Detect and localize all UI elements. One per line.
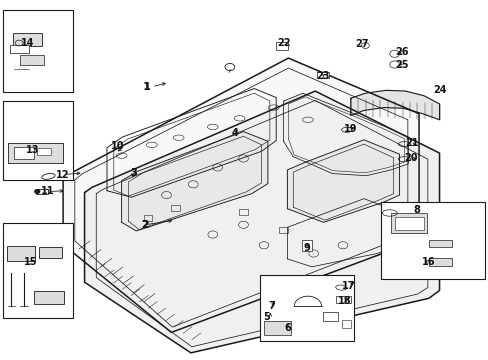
Bar bbox=[8, 143, 62, 163]
Bar bbox=[34, 291, 64, 304]
Bar bbox=[13, 33, 42, 45]
Bar bbox=[39, 247, 62, 258]
Text: 1: 1 bbox=[143, 82, 150, 92]
Bar bbox=[264, 321, 290, 335]
Text: 3: 3 bbox=[130, 168, 137, 178]
Text: 10: 10 bbox=[111, 141, 124, 151]
Bar bbox=[279, 227, 287, 233]
Text: 24: 24 bbox=[432, 85, 446, 95]
Polygon shape bbox=[122, 132, 267, 231]
Text: 22: 22 bbox=[277, 38, 291, 48]
Bar bbox=[380, 202, 484, 279]
Bar bbox=[20, 55, 43, 65]
Text: 1: 1 bbox=[143, 82, 150, 92]
Bar bbox=[10, 45, 29, 53]
Polygon shape bbox=[287, 140, 399, 222]
Bar bbox=[394, 217, 423, 230]
Polygon shape bbox=[283, 93, 407, 176]
Bar bbox=[302, 240, 311, 251]
Text: 16: 16 bbox=[421, 257, 435, 267]
Bar bbox=[428, 258, 451, 266]
Text: 9: 9 bbox=[303, 243, 310, 253]
Circle shape bbox=[35, 190, 40, 193]
Bar bbox=[341, 320, 350, 328]
Text: 26: 26 bbox=[395, 46, 408, 57]
Text: 18: 18 bbox=[337, 296, 351, 306]
Bar bbox=[3, 10, 73, 92]
Polygon shape bbox=[84, 91, 439, 353]
Bar bbox=[335, 296, 350, 303]
Text: 12: 12 bbox=[56, 170, 70, 180]
Bar bbox=[322, 312, 337, 320]
Bar bbox=[3, 223, 73, 318]
Text: 13: 13 bbox=[25, 145, 39, 155]
Bar bbox=[390, 213, 427, 233]
Text: 27: 27 bbox=[354, 39, 367, 49]
Text: 11: 11 bbox=[41, 186, 55, 197]
Bar bbox=[275, 42, 287, 50]
Bar bbox=[36, 189, 47, 194]
Text: 5: 5 bbox=[263, 312, 269, 322]
Text: 4: 4 bbox=[231, 129, 238, 138]
Bar bbox=[143, 215, 152, 221]
Text: 23: 23 bbox=[315, 71, 328, 81]
Bar bbox=[14, 147, 34, 159]
Text: 7: 7 bbox=[268, 301, 275, 311]
Bar bbox=[3, 101, 73, 180]
Text: 20: 20 bbox=[404, 153, 417, 163]
Bar bbox=[316, 72, 328, 78]
Bar bbox=[239, 210, 247, 215]
Text: 8: 8 bbox=[412, 206, 419, 216]
Text: 25: 25 bbox=[395, 60, 408, 70]
Text: 6: 6 bbox=[284, 323, 290, 333]
Bar bbox=[6, 246, 35, 261]
Text: 2: 2 bbox=[141, 220, 148, 230]
Bar bbox=[37, 148, 51, 155]
Text: 15: 15 bbox=[24, 257, 38, 267]
Text: 17: 17 bbox=[342, 281, 355, 291]
Polygon shape bbox=[350, 90, 439, 120]
Bar bbox=[428, 239, 451, 247]
Text: 2: 2 bbox=[141, 220, 147, 230]
Bar bbox=[170, 205, 179, 211]
Text: 14: 14 bbox=[20, 38, 34, 48]
Text: 21: 21 bbox=[404, 139, 418, 148]
Text: 19: 19 bbox=[344, 124, 357, 134]
Polygon shape bbox=[63, 58, 418, 332]
Bar bbox=[260, 275, 353, 341]
